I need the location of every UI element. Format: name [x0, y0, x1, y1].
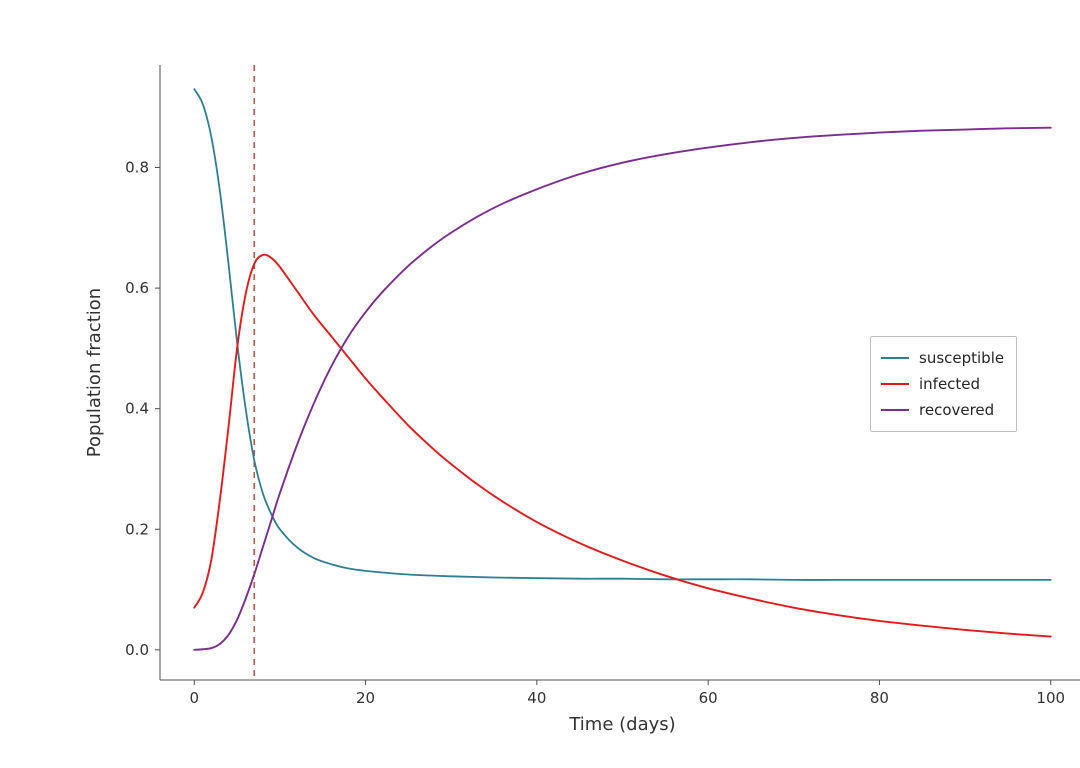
y-axis-label: Population fraction — [84, 288, 105, 457]
sir-line-chart: 0 20 40 60 80 100 0.0 0.2 0.4 0.6 0.8 Time (days) Po… — [0, 0, 1080, 743]
legend-label: recovered — [919, 401, 994, 419]
legend-item: recovered — [881, 397, 1004, 423]
y-tick-label: 0.8 — [125, 159, 149, 177]
x-tick-label: 20 — [356, 689, 375, 707]
legend-swatch — [881, 383, 909, 385]
y-tick-label: 0.4 — [125, 400, 149, 418]
y-tick-label: 0.6 — [125, 279, 149, 297]
legend-swatch — [881, 357, 909, 359]
x-tick-label: 60 — [699, 689, 718, 707]
y-tick-label: 0.2 — [125, 520, 149, 538]
x-tick-label: 40 — [527, 689, 546, 707]
legend-item: susceptible — [881, 345, 1004, 371]
legend: susceptible infected recovered — [870, 336, 1017, 432]
y-tick-label: 0.0 — [125, 641, 149, 659]
x-axis-label: Time (days) — [568, 714, 675, 735]
legend-item: infected — [881, 371, 1004, 397]
x-tick-label: 80 — [870, 689, 889, 707]
x-tick-label: 100 — [1036, 689, 1065, 707]
x-tick-label: 0 — [189, 689, 199, 707]
legend-label: infected — [919, 375, 980, 393]
legend-label: susceptible — [919, 349, 1004, 367]
legend-swatch — [881, 409, 909, 411]
